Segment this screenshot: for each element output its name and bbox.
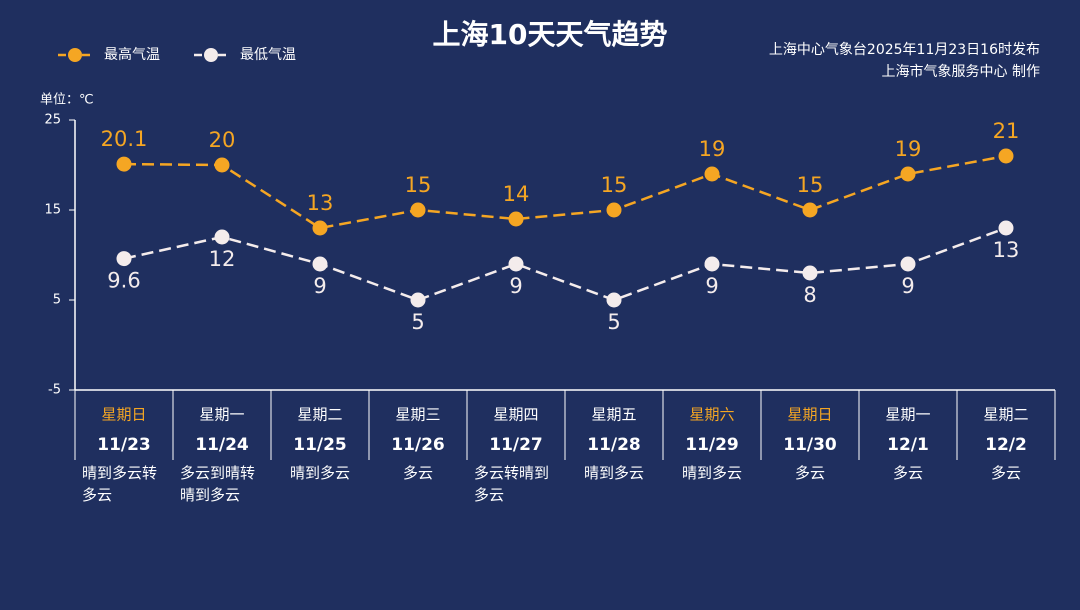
x-tick-label: 11/23 bbox=[97, 435, 151, 455]
value-label: 13 bbox=[993, 238, 1020, 262]
legend-label: 最高气温 bbox=[104, 46, 160, 63]
point bbox=[410, 202, 426, 218]
weather-text: 多云 bbox=[892, 464, 923, 482]
weekday-label: 星期日 bbox=[101, 406, 146, 424]
legend-label: 最低气温 bbox=[240, 47, 296, 63]
weather-cell: 多云 bbox=[859, 462, 957, 484]
point bbox=[900, 256, 916, 272]
source-line: 上海市气象服务中心 制作 bbox=[882, 63, 1040, 80]
point bbox=[606, 202, 622, 218]
weekday-label: 星期三 bbox=[395, 406, 440, 424]
x-tick-label: 11/27 bbox=[489, 435, 543, 455]
value-label: 9 bbox=[313, 274, 326, 298]
value-label: 15 bbox=[405, 173, 432, 197]
value-label: 21 bbox=[993, 119, 1020, 143]
y-tick-label: -5 bbox=[48, 383, 61, 398]
weekday-label: 星期一 bbox=[885, 406, 930, 424]
x-tick-label: 11/24 bbox=[195, 435, 249, 455]
weather-cell: 多云 bbox=[761, 462, 859, 484]
weekday-label: 星期二 bbox=[297, 406, 342, 424]
point bbox=[900, 166, 916, 182]
value-label: 8 bbox=[803, 283, 816, 307]
x-tick-label: 11/28 bbox=[587, 435, 641, 455]
point bbox=[998, 220, 1014, 236]
y-tick-label: 5 bbox=[53, 293, 61, 308]
legend-marker bbox=[204, 48, 218, 62]
weather-text: 晴到多云转多云 bbox=[82, 464, 158, 504]
point bbox=[802, 265, 818, 281]
weather-text: 多云 bbox=[794, 464, 825, 482]
weekday-label: 星期日 bbox=[787, 406, 832, 424]
weather-cell: 晴到多云 bbox=[271, 462, 369, 484]
value-label: 9 bbox=[705, 274, 718, 298]
value-label: 14 bbox=[503, 182, 530, 206]
y-tick-label: 15 bbox=[44, 203, 61, 218]
weather-cell: 晴到多云转多云 bbox=[75, 462, 173, 506]
value-label: 9 bbox=[509, 274, 522, 298]
point bbox=[998, 148, 1014, 164]
x-tick-label: 11/26 bbox=[391, 435, 445, 455]
weather-text: 晴到多云 bbox=[289, 464, 350, 482]
point bbox=[312, 256, 328, 272]
weather-cell: 晴到多云 bbox=[565, 462, 663, 484]
weather-cell: 多云 bbox=[957, 462, 1055, 484]
weather-text: 晴到多云 bbox=[583, 464, 644, 482]
point bbox=[214, 229, 230, 245]
weekday-label: 星期五 bbox=[591, 406, 636, 424]
point bbox=[312, 220, 328, 236]
point bbox=[508, 256, 524, 272]
weather-text: 多云转晴到多云 bbox=[474, 464, 550, 504]
point bbox=[704, 166, 720, 182]
value-label: 5 bbox=[411, 310, 424, 334]
point bbox=[508, 211, 524, 227]
x-tick-label: 11/29 bbox=[685, 435, 739, 455]
point bbox=[214, 157, 230, 173]
x-tick-label: 12/1 bbox=[887, 435, 929, 455]
point bbox=[606, 292, 622, 308]
weather-text: 多云 bbox=[402, 464, 433, 482]
chart-title: 上海10天天气趋势 bbox=[433, 18, 668, 51]
value-label: 9.6 bbox=[107, 269, 140, 293]
value-label: 12 bbox=[209, 247, 236, 271]
y-tick-label: 25 bbox=[44, 113, 61, 128]
point bbox=[704, 256, 720, 272]
weather-text: 晴到多云 bbox=[681, 464, 742, 482]
value-label: 9 bbox=[901, 274, 914, 298]
source-line: 上海中心气象台2025年11月23日16时发布 bbox=[769, 42, 1040, 58]
point bbox=[116, 251, 132, 267]
x-tick-label: 11/25 bbox=[293, 435, 347, 455]
weekday-label: 星期二 bbox=[983, 406, 1028, 424]
value-label: 13 bbox=[307, 191, 334, 215]
point bbox=[410, 292, 426, 308]
x-tick-label: 12/2 bbox=[985, 435, 1027, 455]
weekday-label: 星期一 bbox=[199, 406, 244, 424]
weather-cell: 晴到多云 bbox=[663, 462, 761, 484]
unit-label: 单位：℃ bbox=[40, 93, 94, 108]
series-line bbox=[123, 154, 1007, 230]
point bbox=[802, 202, 818, 218]
weekday-label: 星期四 bbox=[493, 406, 538, 424]
weather-cell: 多云转晴到多云 bbox=[467, 462, 565, 506]
x-tick-label: 11/30 bbox=[783, 435, 837, 455]
weather-text: 多云到晴转晴到多云 bbox=[180, 464, 256, 504]
value-label: 15 bbox=[797, 173, 824, 197]
point bbox=[116, 156, 132, 172]
value-label: 20 bbox=[209, 128, 236, 152]
value-label: 15 bbox=[601, 173, 628, 197]
weather-cell: 多云 bbox=[369, 462, 467, 484]
weather-text: 多云 bbox=[990, 464, 1021, 482]
series-line bbox=[123, 226, 1007, 302]
weekday-label: 星期六 bbox=[689, 406, 734, 424]
value-label: 20.1 bbox=[101, 127, 148, 151]
weather-cell: 多云到晴转晴到多云 bbox=[173, 462, 271, 506]
value-label: 19 bbox=[895, 137, 922, 161]
legend-marker bbox=[68, 48, 82, 62]
value-label: 19 bbox=[699, 137, 726, 161]
value-label: 5 bbox=[607, 310, 620, 334]
